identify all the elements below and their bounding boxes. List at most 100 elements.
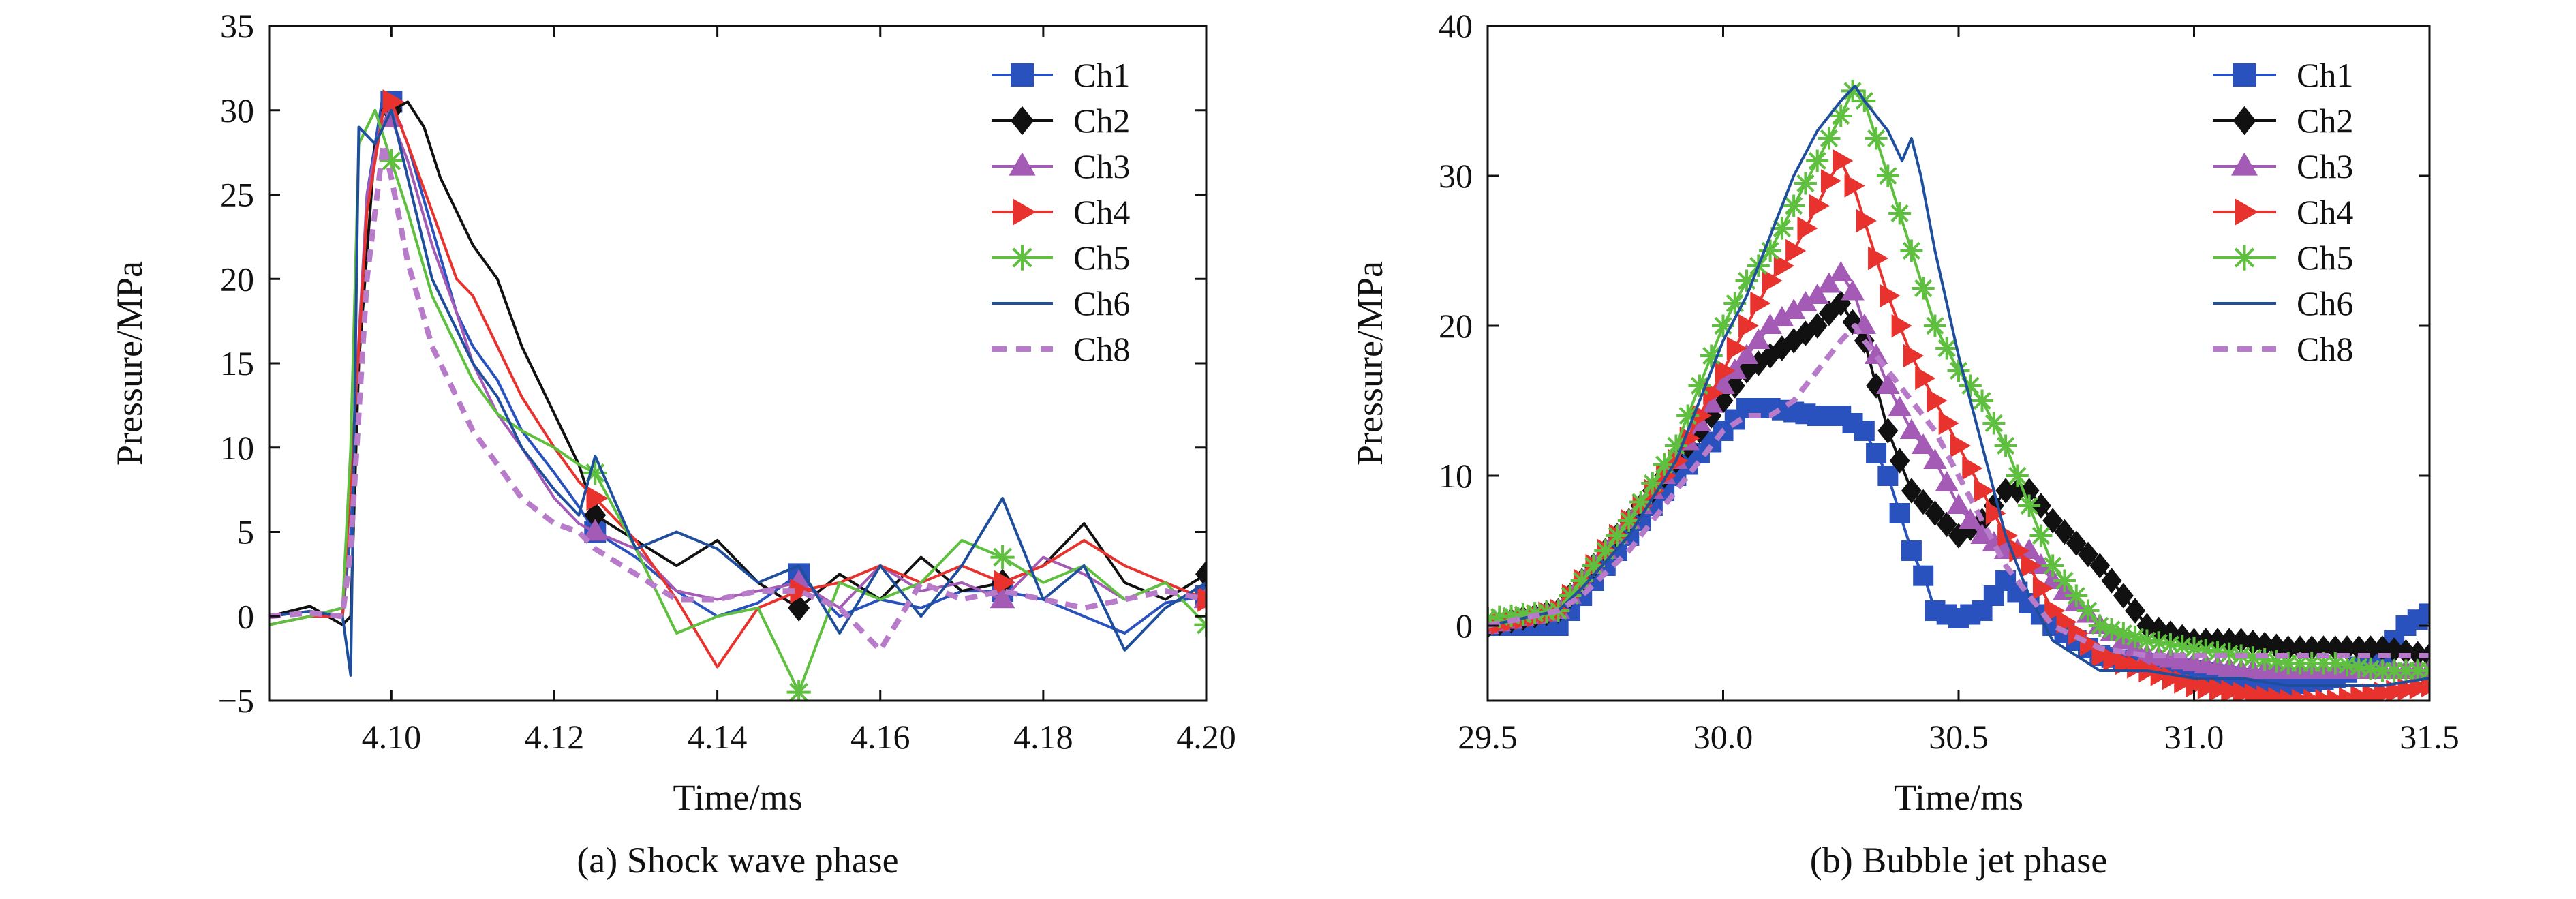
chart-1-series-Ch5-marker-53 (2102, 620, 2121, 639)
chart-0-ytick-label-3: 10 (220, 429, 254, 467)
chart-1-series-Ch3-marker-34 (1876, 374, 1900, 394)
chart-1-series-Ch5-marker-8 (1573, 571, 1591, 590)
chart-0-series-Ch4-marker-2 (790, 578, 812, 604)
chart-1-series-Ch4-marker-55 (2127, 655, 2148, 679)
chart-0-xtick-label-4: 4.18 (1013, 718, 1073, 756)
chart-0-series-Ch3-marker-1 (582, 519, 608, 541)
chart-0-legend-Ch3-label: Ch3 (1073, 147, 1130, 185)
chart-1-series-Ch4-marker-31 (1844, 174, 1865, 198)
chart-0-caption: (a) Shock wave phase (577, 840, 898, 881)
chart-0-ytick-label-2: 5 (237, 513, 254, 551)
chart-1-series-Ch4-marker-25 (1773, 254, 1794, 278)
chart-0-series-Ch8-line (269, 141, 1206, 653)
chart-0-legend-Ch4-label: Ch4 (1073, 193, 1130, 231)
chart-1-series-Ch5-marker-36 (1902, 241, 1920, 260)
chart-0-ytick-label-7: 30 (220, 91, 254, 129)
chart-1-series-Ch4-marker-42 (1974, 478, 1995, 503)
chart-1-series-Ch3-marker-29 (1817, 272, 1841, 293)
chart-1-series-Ch3-marker-48 (2040, 568, 2065, 589)
chart-1-series-Ch5-marker-33 (1867, 129, 1886, 148)
chart-1-legend-Ch2-marker (2233, 106, 2256, 136)
chart-0-legend-Ch8-label: Ch8 (1073, 330, 1130, 368)
chart-1-series-Ch3-marker-24 (1758, 314, 1782, 334)
chart-1-series-Ch5-marker-7 (1561, 586, 1580, 605)
chart-1-series-Ch1-marker-32 (1854, 421, 1875, 441)
chart-1-series-Ch5-marker-20 (1714, 316, 1732, 335)
chart-1-series-Ch3-marker-38 (1923, 448, 1947, 469)
chart-0: 4.10 4.12 4.14 4.16 4.18 4.20 −5 0 5 10 15 20 25 30 35… (109, 7, 1236, 881)
chart-1-series-Ch1-marker-80 (2419, 603, 2429, 624)
chart-1-series-Ch5-marker-19 (1702, 346, 1721, 365)
chart-1-series-Ch2-marker-38 (1925, 500, 1946, 526)
chart-1-series-Ch4-marker-62 (2209, 677, 2230, 701)
chart-1-series-Ch4-marker-39 (1938, 411, 1959, 436)
chart-1-series-Ch3-marker-19 (1699, 392, 1723, 413)
chart-0-series-group (269, 89, 1206, 701)
chart-1-series-Ch5-marker-47 (2031, 526, 2051, 545)
chart-1-series-Ch4-marker-38 (1927, 388, 1948, 413)
chart-1-series-Ch5-marker-10 (1596, 541, 1614, 560)
chart-1-series-Ch5-marker-45 (2008, 466, 2027, 485)
chart-1-series-Ch4-marker-22 (1738, 314, 1760, 338)
chart-1-series-Ch5-marker-13 (1631, 493, 1650, 511)
chart-1-series-Ch2-marker-39 (1936, 511, 1957, 538)
chart-1-series-Ch2-marker-44 (1995, 478, 2017, 504)
chart-0-series-Ch5-marker-2 (789, 682, 809, 701)
chart-1-series-Ch4-marker-21 (1726, 336, 1747, 361)
chart-1-series-Ch3-marker-23 (1747, 329, 1770, 349)
chart-0-xtick-label-2: 4.14 (688, 718, 748, 756)
chart-1-ytick-label-3: 30 (1439, 157, 1473, 195)
chart-1-series-Ch4-marker-44 (1997, 523, 2019, 548)
chart-0-ytick-label-8: 35 (220, 7, 254, 45)
chart-1-series-Ch6-line (1488, 85, 2429, 687)
chart-1-series-Ch8-line (1488, 323, 2429, 658)
chart-1-caption: (b) Bubble jet phase (1810, 840, 2107, 881)
chart-1-series-Ch5-marker-42 (1973, 391, 1991, 410)
chart-1-series-Ch3-marker-43 (1982, 531, 2006, 551)
chart-1-series-Ch5-marker-48 (2044, 556, 2062, 575)
chart-1-series-Ch5-marker-37 (1914, 279, 1933, 298)
chart-1-series-Ch4-marker-29 (1820, 169, 1841, 193)
chart-1-series-Ch5-marker-30 (1832, 106, 1850, 125)
chart-1-series-Ch4-marker-32 (1856, 209, 1877, 233)
chart-1-series-Ch2-marker-49 (2054, 519, 2075, 545)
chart-1-series-Ch1-marker-35 (1889, 503, 1910, 523)
chart-1-series-Ch2-marker-36 (1901, 478, 1922, 504)
chart-1-series-Ch5-marker-15 (1655, 455, 1674, 474)
chart-1-series-Ch4-marker-47 (2032, 576, 2053, 600)
chart-1-series-Ch5-marker-9 (1584, 556, 1603, 575)
chart-0-plot-frame (268, 25, 1208, 702)
chart-0-series-Ch5-marker-4 (1197, 622, 1206, 635)
chart-1-series-Ch5-marker-39 (1937, 339, 1956, 358)
chart-1-series-Ch5-marker-0 (1488, 609, 1497, 620)
chart-0-series-Ch4-marker-1 (586, 485, 609, 511)
chart-0-legend-Ch6-label: Ch6 (1073, 284, 1130, 322)
chart-0-series-Ch6-line (269, 108, 1206, 677)
chart-1-series-Ch3-marker-37 (1911, 433, 1935, 454)
chart-1-series-Ch4-marker-24 (1762, 269, 1783, 293)
chart-1-series-Ch2-marker-34 (1877, 418, 1899, 444)
chart-1-series-Ch2-marker-45 (2007, 478, 2028, 504)
chart-1-series-Ch3-marker-41 (1959, 508, 1982, 529)
chart-1-legend-Ch4-marker (2235, 198, 2258, 226)
chart-1-series-Ch4-marker-60 (2186, 673, 2207, 698)
chart-1-series-Ch4-marker-58 (2162, 666, 2183, 690)
chart-1-series-Ch4-marker-54 (2115, 651, 2136, 675)
chart-0-xtick-label-3: 4.16 (850, 718, 910, 756)
chart-0-xtick-label-0: 4.10 (362, 718, 422, 756)
chart-1-series-Ch4-marker-20 (1715, 359, 1736, 383)
chart-1-legend-Ch8-label: Ch8 (2297, 330, 2353, 368)
chart-1-series-Ch2-marker-54 (2113, 583, 2134, 609)
chart-1-series-Ch5-marker-51 (2079, 601, 2098, 620)
chart-1-series-Ch5-marker-41 (1961, 376, 1980, 395)
chart-1-xtick-label-4: 31.5 (2399, 718, 2459, 756)
chart-1-series-Ch4-marker-41 (1962, 456, 1983, 481)
chart-1-series-Ch1-marker-33 (1866, 443, 1887, 463)
chart-0-legend-Ch4-marker (1013, 198, 1037, 226)
chart-1-ytick-label-1: 10 (1439, 457, 1473, 495)
chart-1-series-Ch4-marker-61 (2197, 675, 2218, 699)
chart-1-series-Ch5-marker-12 (1620, 511, 1638, 530)
chart-1-series-Ch5-marker-31 (1843, 82, 1862, 100)
